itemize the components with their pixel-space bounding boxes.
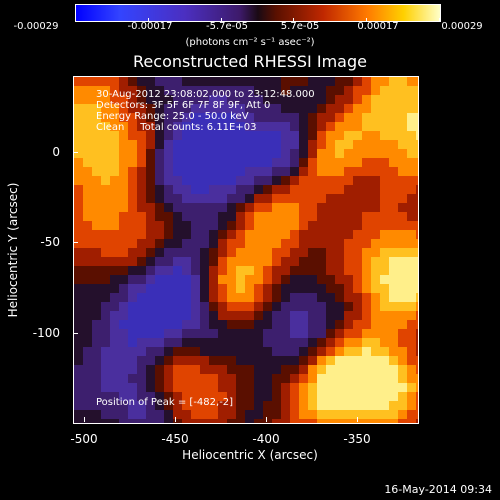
colorbar-tick-mark — [293, 18, 294, 22]
colorbar-tick-mark — [75, 18, 76, 22]
rhessi-image-panel: 30-Aug-2012 23:08:02.000 to 23:12:48.000… — [73, 76, 419, 424]
colorbar-tick-label: 0.00017 — [357, 21, 399, 32]
info-clean-counts: Clean Total counts: 6.11E+03 — [96, 122, 257, 133]
info-time-range: 30-Aug-2012 23:08:02.000 to 23:12:48.000 — [96, 89, 315, 100]
colorbar — [75, 4, 441, 22]
x-tick-label: -350 — [343, 432, 371, 446]
x-axis-label: Heliocentric X (arcsec) — [182, 448, 318, 462]
colorbar-tick-mark — [148, 18, 149, 22]
footer-timestamp: 16-May-2014 09:34 — [384, 483, 492, 496]
colorbar-tick-label: -0.00017 — [127, 21, 173, 32]
x-tick-mark — [266, 417, 267, 422]
peak-position-text: Position of Peak = [-482,-2] — [96, 397, 234, 408]
colorbar-tick-label: -5.7e-05 — [206, 21, 248, 32]
rhessi-intensity-map — [74, 77, 418, 423]
info-energy-range: Energy Range: 25.0 - 50.0 keV — [96, 111, 249, 122]
x-tick-label: -500 — [70, 432, 98, 446]
x-tick-label: -400 — [252, 432, 280, 446]
x-tick-mark — [357, 417, 358, 422]
y-tick-mark — [73, 242, 78, 243]
x-tick-mark — [175, 417, 176, 422]
x-tick-label: -450 — [161, 432, 189, 446]
y-tick-label: 0 — [52, 145, 60, 159]
colorbar-tick-mark — [439, 18, 440, 22]
y-axis-label: Heliocentric Y (arcsec) — [6, 182, 20, 318]
colorbar-unit-label: (photons cm⁻² s⁻¹ asec⁻²) — [185, 37, 315, 48]
x-tick-mark — [84, 417, 85, 422]
colorbar-tick-label: -0.00029 — [13, 21, 59, 32]
info-detectors: Detectors: 3F 5F 6F 7F 8F 9F, Att 0 — [96, 100, 271, 111]
colorbar-tick-label: 5.7e-05 — [280, 21, 320, 32]
y-tick-mark — [73, 333, 78, 334]
colorbar-tick-mark — [221, 18, 222, 22]
y-tick-label: -100 — [32, 326, 60, 340]
colorbar-tick-label: 0.00029 — [441, 21, 483, 32]
y-tick-mark — [73, 152, 78, 153]
image-title: Reconstructed RHESSI Image — [133, 52, 367, 71]
y-tick-label: -50 — [40, 235, 60, 249]
colorbar-tick-mark — [366, 18, 367, 22]
